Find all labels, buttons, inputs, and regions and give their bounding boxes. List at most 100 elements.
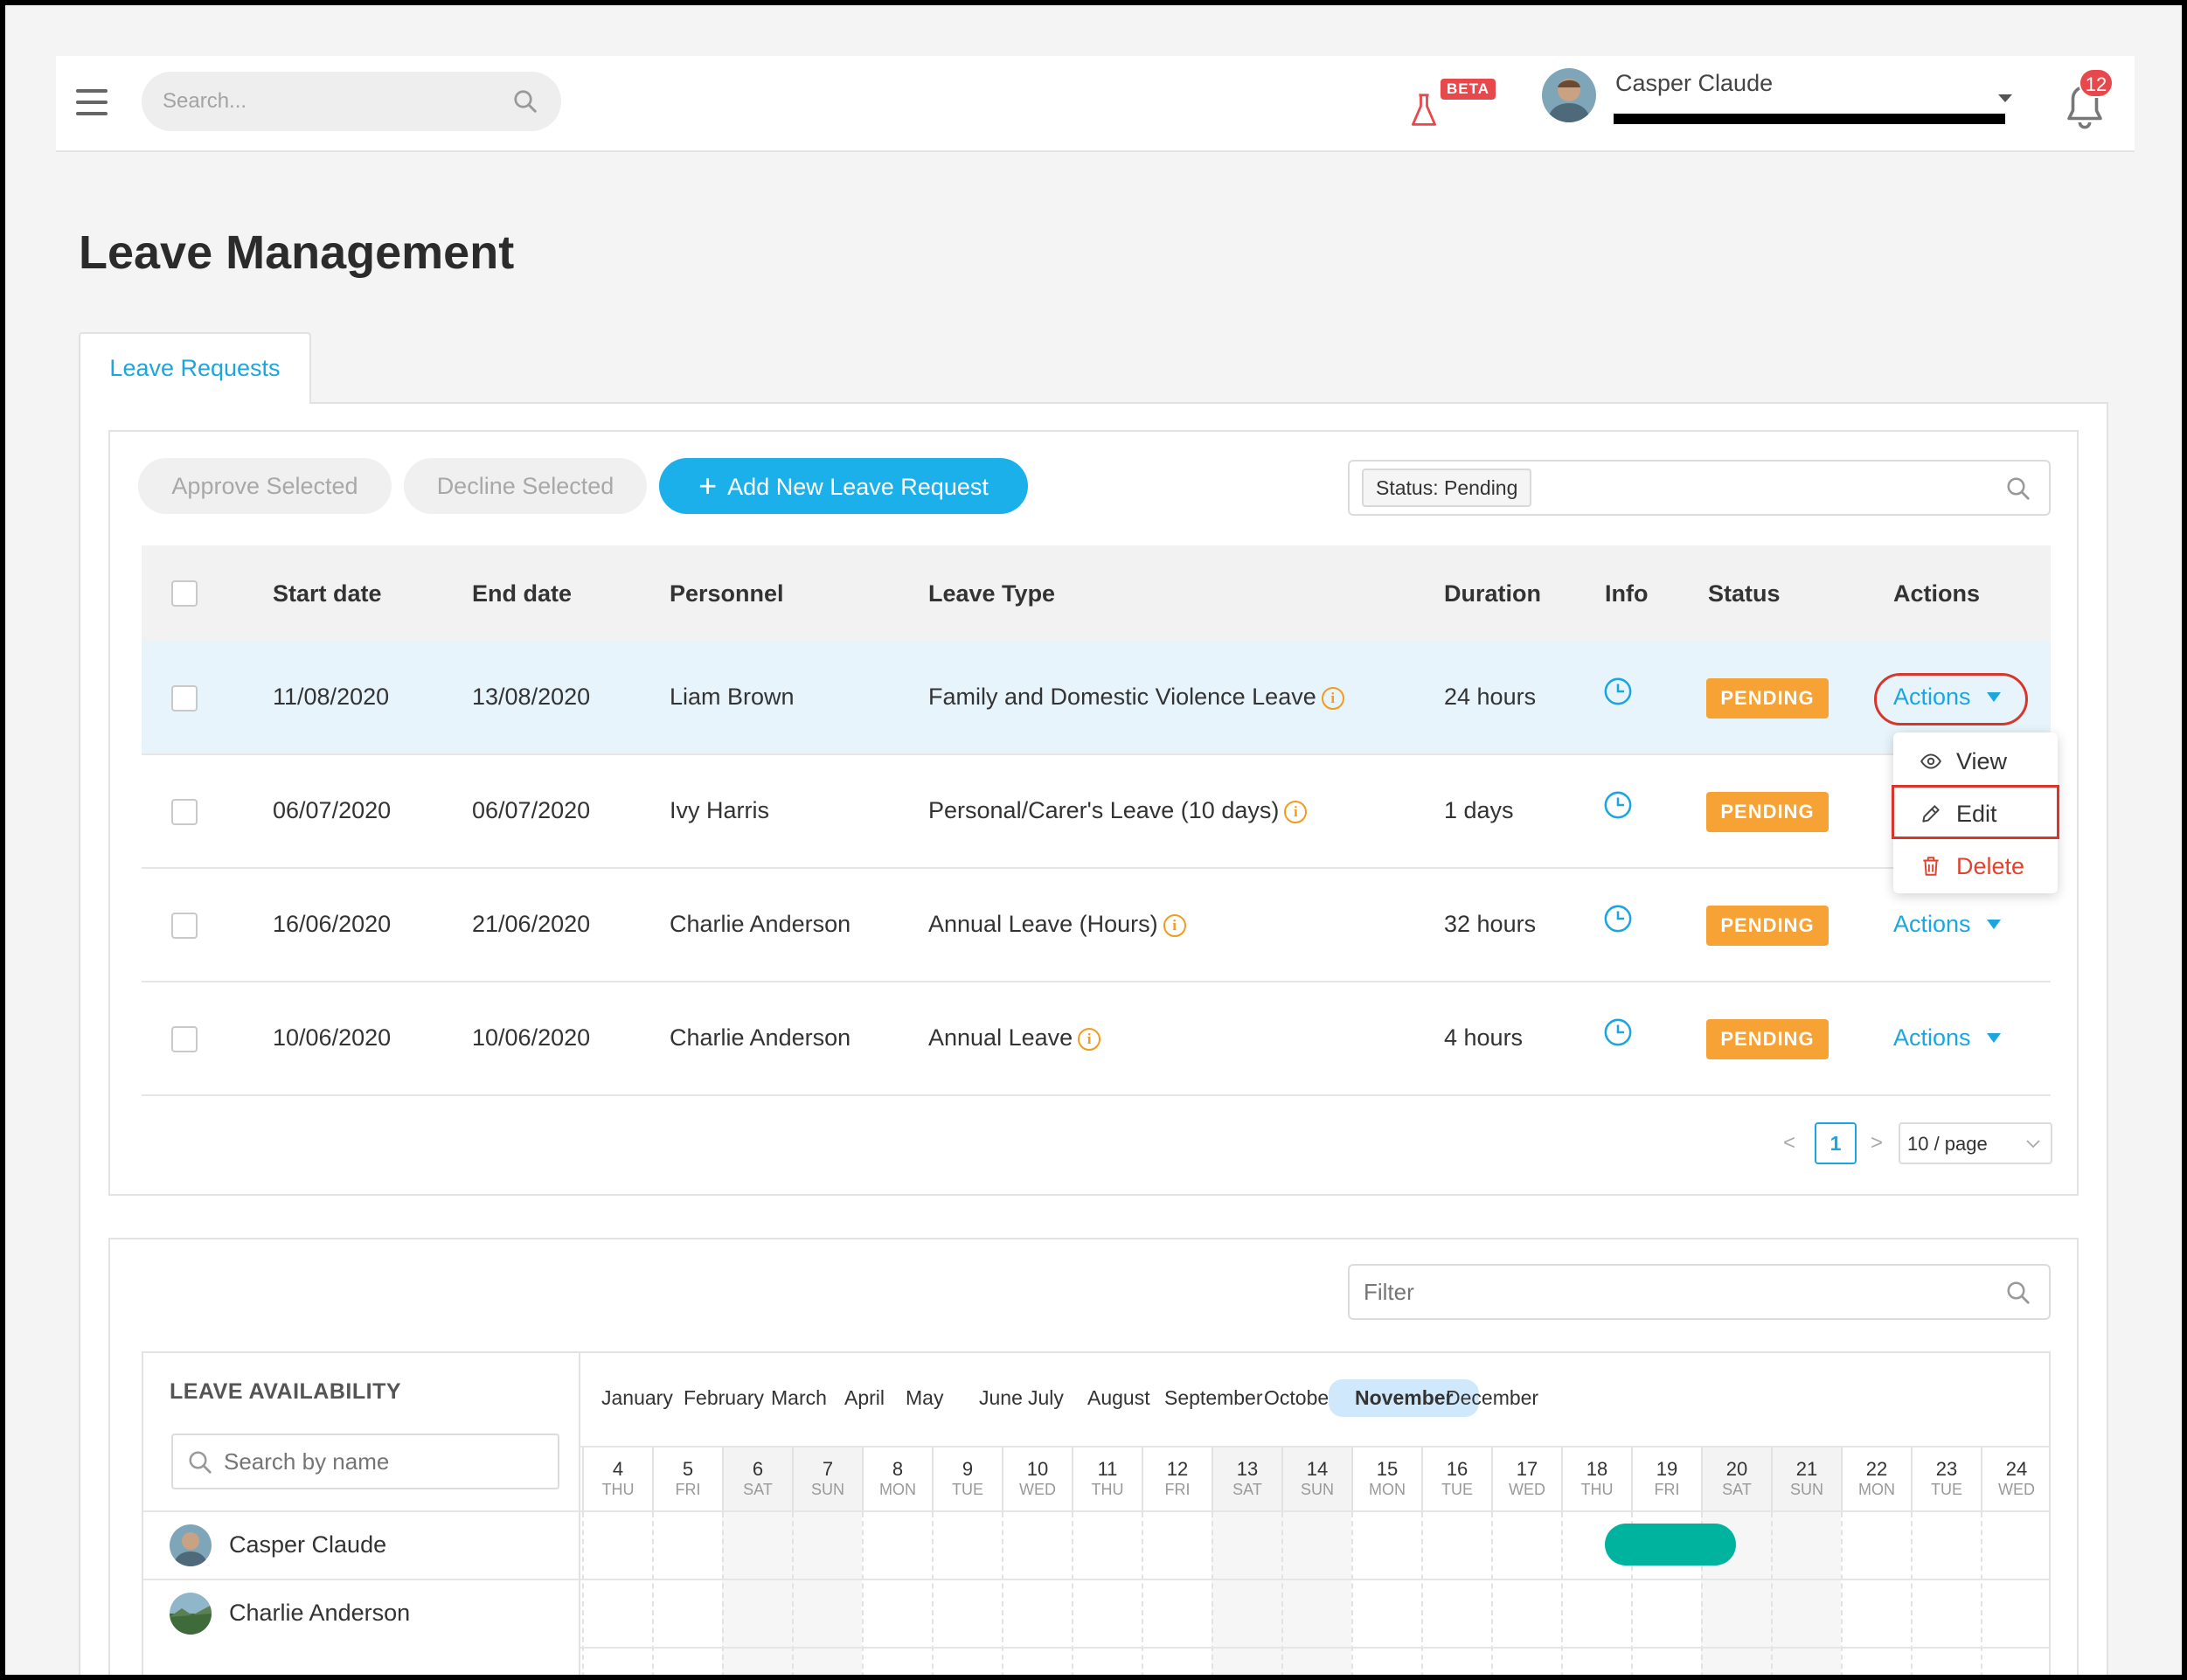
duration: 1 days	[1444, 797, 1514, 823]
month-july[interactable]: July	[1028, 1386, 1064, 1409]
day-number: 10	[1026, 1458, 1049, 1480]
day-weekday: TUE	[952, 1481, 983, 1498]
month-september[interactable]: September	[1164, 1386, 1263, 1409]
actions-highlight-ring	[1874, 673, 2028, 725]
user-avatar[interactable]	[1542, 68, 1596, 122]
clock-icon[interactable]	[1603, 904, 1633, 934]
month-november[interactable]: November	[1329, 1379, 1480, 1417]
table-row[interactable]: 11/08/2020 13/08/2020 Liam Brown Family …	[142, 642, 2051, 755]
day-weekday: THU	[601, 1481, 635, 1498]
page-number-button[interactable]: 1	[1815, 1122, 1857, 1164]
chevron-down-icon[interactable]	[1998, 94, 2012, 102]
tab-leave-requests[interactable]: Leave Requests	[79, 332, 311, 404]
column-header-end-date[interactable]: End date	[472, 580, 573, 607]
availability-filter-input[interactable]	[1364, 1266, 1975, 1318]
column-header-status[interactable]: Status	[1708, 580, 1781, 607]
info-icon[interactable]: i	[1284, 801, 1308, 823]
status-filter-tag[interactable]: Status: Pending	[1362, 469, 1532, 507]
menu-item-view[interactable]: View	[1893, 736, 2058, 787]
day-number: 20	[1725, 1458, 1748, 1480]
menu-item-delete[interactable]: Delete	[1893, 841, 2058, 892]
table-row[interactable]: 06/07/2020 06/07/2020 Ivy Harris Persona…	[142, 755, 2051, 869]
day-number: 21	[1795, 1458, 1818, 1480]
user-name[interactable]: Casper Claude	[1615, 70, 1774, 96]
add-new-leave-request-button[interactable]: + Add New Leave Request	[659, 458, 1028, 514]
prev-page-icon[interactable]: <	[1783, 1131, 1796, 1155]
month-june[interactable]: June	[979, 1386, 1023, 1409]
actions-dropdown[interactable]: Actions	[1893, 1024, 2001, 1052]
list-item-person[interactable]: Casper Claude	[143, 1510, 580, 1579]
duration: 24 hours	[1444, 684, 1537, 710]
select-all-checkbox[interactable]	[171, 580, 198, 607]
name-search	[171, 1434, 559, 1489]
notification-count-badge: 12	[2079, 68, 2114, 98]
avatar	[170, 1524, 212, 1566]
page-size-value: 10 / page	[1907, 1133, 1988, 1155]
row-checkbox[interactable]	[171, 799, 198, 825]
month-january[interactable]: January	[601, 1386, 673, 1409]
calendar-column	[862, 1512, 932, 1675]
month-march[interactable]: March	[771, 1386, 827, 1409]
row-checkbox[interactable]	[171, 1026, 198, 1052]
end-date: 21/06/2020	[472, 911, 591, 937]
list-item-person[interactable]: Charlie Anderson	[143, 1579, 580, 1647]
hamburger-menu-icon[interactable]	[76, 89, 108, 115]
actions-dropdown[interactable]: Actions	[1893, 911, 2001, 938]
calendar-column	[722, 1512, 792, 1675]
approve-selected-button[interactable]: Approve Selected	[138, 458, 392, 514]
month-may[interactable]: May	[906, 1386, 944, 1409]
menu-item-edit[interactable]: Edit	[1893, 788, 2058, 839]
month-february[interactable]: February	[684, 1386, 765, 1409]
column-header-start-date[interactable]: Start date	[273, 580, 382, 607]
name-search-input[interactable]	[224, 1435, 556, 1488]
menu-item-label: Edit	[1956, 801, 1997, 827]
month-april[interactable]: April	[844, 1386, 885, 1409]
row-checkbox[interactable]	[171, 685, 198, 712]
availability-filter[interactable]	[1348, 1264, 2051, 1320]
caret-down-icon	[1986, 692, 2001, 702]
table-row[interactable]: 16/06/2020 21/06/2020 Charlie Anderson A…	[142, 869, 2051, 982]
availability-sidebar: LEAVE AVAILABILITY Casper Claude Charlie…	[143, 1353, 580, 1675]
day-number: 6	[752, 1458, 764, 1480]
calendar-column	[1911, 1512, 1981, 1675]
status-filter-input[interactable]: Status: Pending	[1348, 460, 2051, 516]
info-icon[interactable]: i	[1078, 1028, 1101, 1051]
search-icon[interactable]	[2005, 1280, 2031, 1306]
global-search	[142, 72, 561, 131]
page-size-select[interactable]: 10 / page	[1899, 1122, 2052, 1164]
duration: 4 hours	[1444, 1024, 1524, 1051]
month-december[interactable]: December	[1446, 1386, 1539, 1409]
column-header-personnel[interactable]: Personnel	[670, 580, 784, 607]
beta-features-button[interactable]: BETA	[1409, 79, 1496, 131]
column-header-duration[interactable]: Duration	[1444, 580, 1541, 607]
column-header-leave-type[interactable]: Leave Type	[928, 580, 1056, 607]
end-date: 10/06/2020	[472, 1024, 591, 1051]
info-icon[interactable]: i	[1163, 914, 1186, 937]
calendar-column	[932, 1512, 1002, 1675]
tab-label: Leave Requests	[109, 355, 281, 381]
clock-icon[interactable]	[1603, 677, 1633, 706]
actions-dropdown[interactable]: Actions	[1893, 684, 2001, 711]
search-icon[interactable]	[2005, 476, 2031, 502]
month-october[interactable]: October	[1264, 1386, 1336, 1409]
leave-bar[interactable]	[1605, 1524, 1736, 1565]
info-icon[interactable]: i	[1321, 687, 1344, 710]
leave-type: Annual Leave (Hours) i	[928, 911, 1186, 938]
decline-selected-button[interactable]: Decline Selected	[404, 458, 647, 514]
day-weekday: SUN	[810, 1481, 844, 1498]
row-checkbox[interactable]	[171, 913, 198, 939]
duration: 32 hours	[1444, 911, 1537, 937]
day-number: 16	[1446, 1458, 1468, 1480]
search-icon[interactable]	[512, 88, 538, 115]
day-number: 24	[2005, 1458, 2028, 1480]
column-header-info: Info	[1605, 580, 1649, 607]
next-page-icon[interactable]: >	[1871, 1131, 1884, 1155]
day-weekday: THU	[1091, 1481, 1124, 1498]
clock-icon[interactable]	[1603, 1017, 1633, 1047]
calendar-column	[582, 1512, 652, 1675]
table-row[interactable]: 10/06/2020 10/06/2020 Charlie Anderson A…	[142, 982, 2051, 1096]
global-search-input[interactable]	[163, 72, 495, 131]
calendar-column	[652, 1512, 722, 1675]
month-august[interactable]: August	[1087, 1386, 1150, 1409]
clock-icon[interactable]	[1603, 790, 1633, 820]
